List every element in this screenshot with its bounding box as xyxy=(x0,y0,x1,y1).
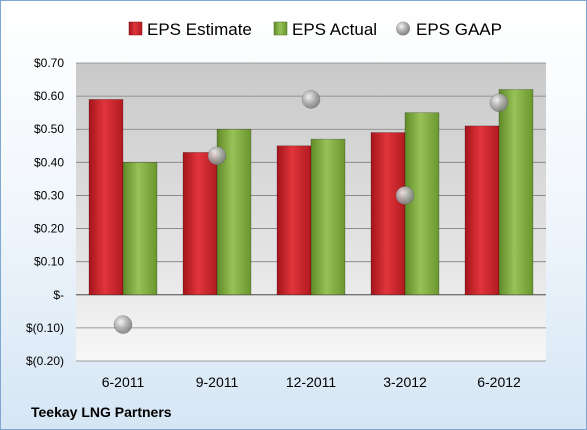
point-eps-gaap-6-2011 xyxy=(113,315,133,334)
bar-eps-actual-6-2011 xyxy=(122,162,158,296)
y-tick-label: $0.40 xyxy=(34,155,64,169)
legend-swatch-eps-actual xyxy=(273,21,288,36)
bar-eps-estimate-9-2011 xyxy=(182,152,218,296)
x-tick-label: 3-2012 xyxy=(383,374,427,390)
y-tick-label: $0.10 xyxy=(34,255,64,269)
x-tick-label: 6-2012 xyxy=(477,374,521,390)
legend-label-eps-gaap: EPS GAAP xyxy=(416,20,502,39)
legend: EPS Estimate EPS Actual EPS GAAP xyxy=(128,20,502,39)
bar-eps-estimate-3-2012 xyxy=(370,132,406,296)
bar-eps-estimate-12-2011 xyxy=(276,145,312,296)
y-tick-label: $0.60 xyxy=(34,89,64,103)
y-tick-label: $0.30 xyxy=(34,188,64,202)
gaap-markers xyxy=(113,90,509,334)
bar-eps-actual-3-2012 xyxy=(404,112,440,296)
legend-marker-eps-gaap xyxy=(396,21,410,36)
legend-swatch-eps-estimate xyxy=(128,21,143,36)
y-tick-label: $0.20 xyxy=(34,222,64,236)
y-axis: $0.70 $0.60 $0.50 $0.40 $0.30 $0.20 $0.10 $- $(0… xyxy=(26,56,64,368)
y-tick-label: $(0.20) xyxy=(26,354,64,368)
y-tick-label: $0.50 xyxy=(34,122,64,136)
x-tick-label: 9-2011 xyxy=(196,374,239,390)
x-tick-label: 12-2011 xyxy=(286,374,337,390)
x-tick-label: 6-2011 xyxy=(102,374,145,390)
legend-label-eps-actual: EPS Actual xyxy=(292,20,377,39)
bar-eps-estimate-6-2012 xyxy=(464,125,500,296)
company-name: Teekay LNG Partners xyxy=(31,404,172,420)
y-tick-label: $- xyxy=(53,288,64,302)
bar-eps-estimate-6-2011 xyxy=(88,99,124,296)
bars xyxy=(88,89,534,296)
point-eps-gaap-12-2011 xyxy=(301,90,321,109)
point-eps-gaap-9-2011 xyxy=(207,146,227,165)
point-eps-gaap-3-2012 xyxy=(395,186,415,205)
legend-label-eps-estimate: EPS Estimate xyxy=(147,20,252,39)
point-eps-gaap-6-2012 xyxy=(489,93,509,112)
y-tick-label: $(0.10) xyxy=(26,321,64,335)
bar-eps-actual-6-2012 xyxy=(498,89,534,296)
bar-eps-actual-12-2011 xyxy=(310,138,346,296)
x-axis: 6-2011 9-2011 12-2011 3-2012 6-2012 xyxy=(102,374,521,390)
y-tick-label: $0.70 xyxy=(34,56,64,70)
